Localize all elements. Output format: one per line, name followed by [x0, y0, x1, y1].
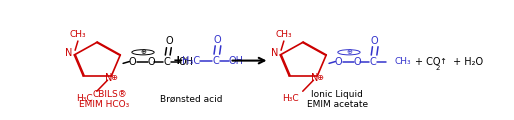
Text: O: O [147, 57, 155, 66]
Text: CBILS®: CBILS® [93, 90, 127, 99]
Text: 2: 2 [435, 65, 440, 71]
Text: H₃C: H₃C [283, 94, 299, 103]
Text: O: O [213, 35, 221, 45]
Text: CH₃: CH₃ [275, 30, 292, 39]
Text: O: O [353, 57, 361, 66]
Text: ⊕: ⊕ [346, 49, 352, 55]
Text: N: N [271, 48, 279, 58]
Text: CH₃: CH₃ [69, 30, 86, 39]
Text: N: N [65, 48, 73, 58]
Text: C: C [370, 57, 376, 66]
Text: O: O [370, 36, 378, 46]
Text: O: O [165, 36, 173, 46]
Text: OH: OH [229, 56, 244, 66]
Text: ⊕: ⊕ [316, 73, 323, 82]
Text: N: N [105, 73, 112, 83]
Text: O: O [335, 57, 342, 66]
Text: O: O [128, 57, 136, 66]
Text: N: N [310, 73, 318, 83]
Text: + H₂O: + H₂O [450, 57, 483, 66]
Text: OH: OH [178, 57, 194, 66]
Text: +: + [173, 54, 183, 67]
Text: C: C [212, 56, 219, 66]
Text: Ionic Liquid: Ionic Liquid [311, 90, 363, 99]
Text: ⊕: ⊕ [140, 49, 146, 55]
Text: H₃C: H₃C [181, 56, 200, 66]
Text: CH₃: CH₃ [395, 57, 411, 66]
Text: C: C [163, 57, 170, 66]
Text: H₃C: H₃C [77, 94, 93, 103]
Text: ⊕: ⊕ [111, 73, 117, 82]
Text: Brønsted acid: Brønsted acid [160, 95, 223, 104]
Text: ↑: ↑ [439, 57, 446, 66]
Text: EMIM HCO₃: EMIM HCO₃ [79, 99, 129, 108]
Text: + CO: + CO [415, 57, 440, 66]
Text: EMIM acetate: EMIM acetate [306, 99, 368, 108]
